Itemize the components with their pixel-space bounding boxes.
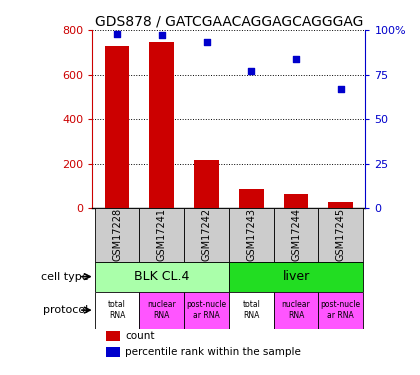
Point	[293, 56, 299, 62]
Text: GSM17241: GSM17241	[157, 209, 167, 261]
Bar	[239, 189, 264, 208]
Bar	[284, 194, 308, 208]
Bar	[318, 208, 363, 262]
Point	[248, 68, 255, 74]
Bar	[274, 208, 318, 262]
Text: total
RNA: total RNA	[242, 300, 260, 320]
Text: post-nucle
ar RNA: post-nucle ar RNA	[321, 300, 361, 320]
Bar	[229, 208, 274, 262]
Point	[158, 32, 165, 38]
Bar	[229, 262, 363, 292]
Text: total
RNA: total RNA	[108, 300, 126, 320]
Bar	[184, 292, 229, 328]
Text: protocol: protocol	[43, 305, 88, 315]
Point	[114, 31, 121, 37]
Text: liver: liver	[282, 270, 310, 283]
Bar	[106, 347, 120, 357]
Bar	[106, 331, 120, 341]
Bar	[194, 160, 219, 208]
Bar	[94, 262, 229, 292]
Bar	[150, 42, 174, 208]
Bar	[94, 208, 139, 262]
Bar	[105, 46, 129, 208]
Bar	[328, 201, 353, 208]
Bar	[229, 292, 274, 328]
Point	[203, 39, 210, 45]
Text: GSM17228: GSM17228	[112, 209, 122, 261]
Bar	[318, 292, 363, 328]
Title: GDS878 / GATCGAACAGGAGCAGGGAG: GDS878 / GATCGAACAGGAGCAGGGAG	[95, 15, 363, 29]
Bar	[139, 208, 184, 262]
Bar	[139, 292, 184, 328]
Text: cell type: cell type	[41, 272, 88, 282]
Text: nuclear
RNA: nuclear RNA	[282, 300, 310, 320]
Bar	[274, 292, 318, 328]
Text: GSM17242: GSM17242	[202, 209, 212, 261]
Bar	[94, 292, 139, 328]
Text: count: count	[125, 331, 155, 341]
Text: post-nucle
ar RNA: post-nucle ar RNA	[186, 300, 226, 320]
Text: nuclear
RNA: nuclear RNA	[147, 300, 176, 320]
Text: GSM17244: GSM17244	[291, 209, 301, 261]
Text: GSM17245: GSM17245	[336, 209, 346, 261]
Point	[337, 86, 344, 92]
Text: BLK CL.4: BLK CL.4	[134, 270, 189, 283]
Text: GSM17243: GSM17243	[246, 209, 256, 261]
Bar	[184, 208, 229, 262]
Text: percentile rank within the sample: percentile rank within the sample	[125, 347, 301, 357]
